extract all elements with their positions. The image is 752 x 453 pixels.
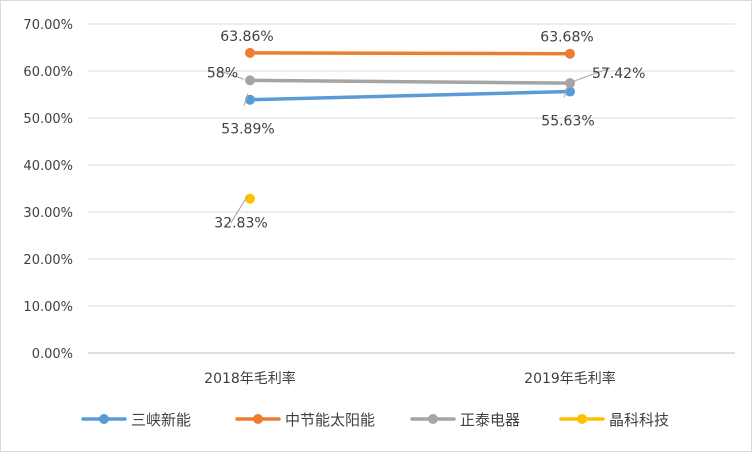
series-line xyxy=(248,78,572,85)
data-point xyxy=(565,78,575,89)
x-category-label: 2019年毛利率 xyxy=(524,370,616,387)
y-tick-label: 30.00% xyxy=(23,206,73,221)
y-tick-label: 10.00% xyxy=(23,300,73,315)
legend-label: 晶科科技 xyxy=(609,411,669,429)
data-label-leader xyxy=(217,69,245,80)
data-point xyxy=(565,48,575,59)
series-line xyxy=(248,89,572,102)
data-label-leader xyxy=(230,196,248,223)
y-tick-label: 70.00% xyxy=(23,18,73,33)
legend-label: 三峡新能 xyxy=(131,411,191,429)
legend-label: 正泰电器 xyxy=(460,411,520,429)
x-category-label: 2018年毛利率 xyxy=(204,370,296,387)
data-label: 53.89% xyxy=(221,122,274,138)
legend-point-marker xyxy=(253,414,263,424)
data-point xyxy=(245,94,255,105)
data-label: 55.63% xyxy=(541,114,594,130)
y-tick-label: 40.00% xyxy=(23,159,73,174)
legend-point-marker xyxy=(577,414,587,424)
y-tick-label: 20.00% xyxy=(23,253,73,268)
y-tick-label: 0.00% xyxy=(32,347,73,362)
data-label-leader xyxy=(243,93,249,106)
data-label: 57.42% xyxy=(592,66,645,82)
data-point xyxy=(245,47,255,58)
y-tick-label: 60.00% xyxy=(23,65,73,80)
data-point xyxy=(565,86,575,97)
series-line xyxy=(248,51,572,56)
data-label: 32.83% xyxy=(214,216,267,232)
data-label: 58% xyxy=(207,65,238,81)
data-point xyxy=(245,193,255,204)
data-label: 63.86% xyxy=(220,29,273,45)
legend-label: 中节能太阳能 xyxy=(285,411,375,429)
legend-point-marker xyxy=(99,414,109,424)
data-label-leader xyxy=(563,85,569,98)
data-label: 63.68% xyxy=(540,30,593,46)
legend-point-marker xyxy=(428,414,438,424)
data-point xyxy=(245,75,255,86)
y-tick-label: 50.00% xyxy=(23,112,73,127)
data-label-leader xyxy=(573,67,611,82)
